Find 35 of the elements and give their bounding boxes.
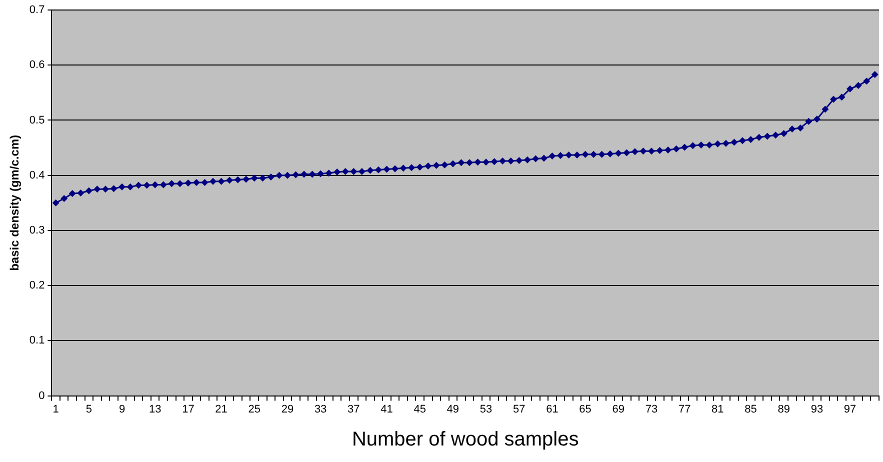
y-axis-title: basic density (gm/c.cm) [8, 134, 22, 271]
x-tick-label: 81 [712, 403, 724, 416]
x-tick-label: 85 [744, 403, 757, 416]
x-tick-label: 97 [844, 403, 856, 416]
y-tick-label: 0 [38, 390, 45, 402]
x-tick-label: 49 [446, 403, 460, 416]
x-tick-label: 29 [281, 403, 294, 416]
x-tick-label: 93 [810, 403, 824, 416]
x-tick-label: 21 [215, 403, 228, 416]
x-axis-title: Number of wood samples [352, 428, 579, 451]
x-tick-label: 13 [148, 403, 162, 416]
x-tick-label: 53 [480, 403, 492, 416]
x-tick-label: 9 [118, 403, 126, 416]
x-tick-label: 5 [86, 403, 92, 416]
x-tick-label: 17 [182, 403, 194, 416]
y-tick-label: 0.2 [29, 280, 45, 292]
x-tick-label: 41 [380, 403, 393, 416]
y-tick-label: 0.7 [29, 4, 45, 16]
x-tick-label: 25 [248, 403, 261, 416]
x-tick-label: 73 [645, 403, 658, 416]
x-tick-label: 77 [678, 403, 691, 416]
x-tick-label: 1 [52, 403, 59, 416]
y-tick-label: 0.5 [29, 114, 45, 126]
x-tick-label: 33 [314, 403, 327, 416]
x-tick-label: 57 [512, 403, 526, 416]
x-tick-label: 69 [612, 403, 625, 416]
y-tick-label: 0.3 [29, 224, 45, 236]
x-tick-label: 65 [579, 403, 592, 416]
x-tick-label: 89 [778, 403, 790, 416]
x-tick-label: 61 [546, 403, 558, 416]
y-tick-label: 0.6 [29, 59, 45, 72]
x-tick-label: 45 [414, 403, 426, 416]
y-tick-label: 0.4 [29, 169, 45, 182]
x-tick-label: 37 [348, 403, 360, 416]
y-tick-label: 0.1 [29, 334, 45, 347]
